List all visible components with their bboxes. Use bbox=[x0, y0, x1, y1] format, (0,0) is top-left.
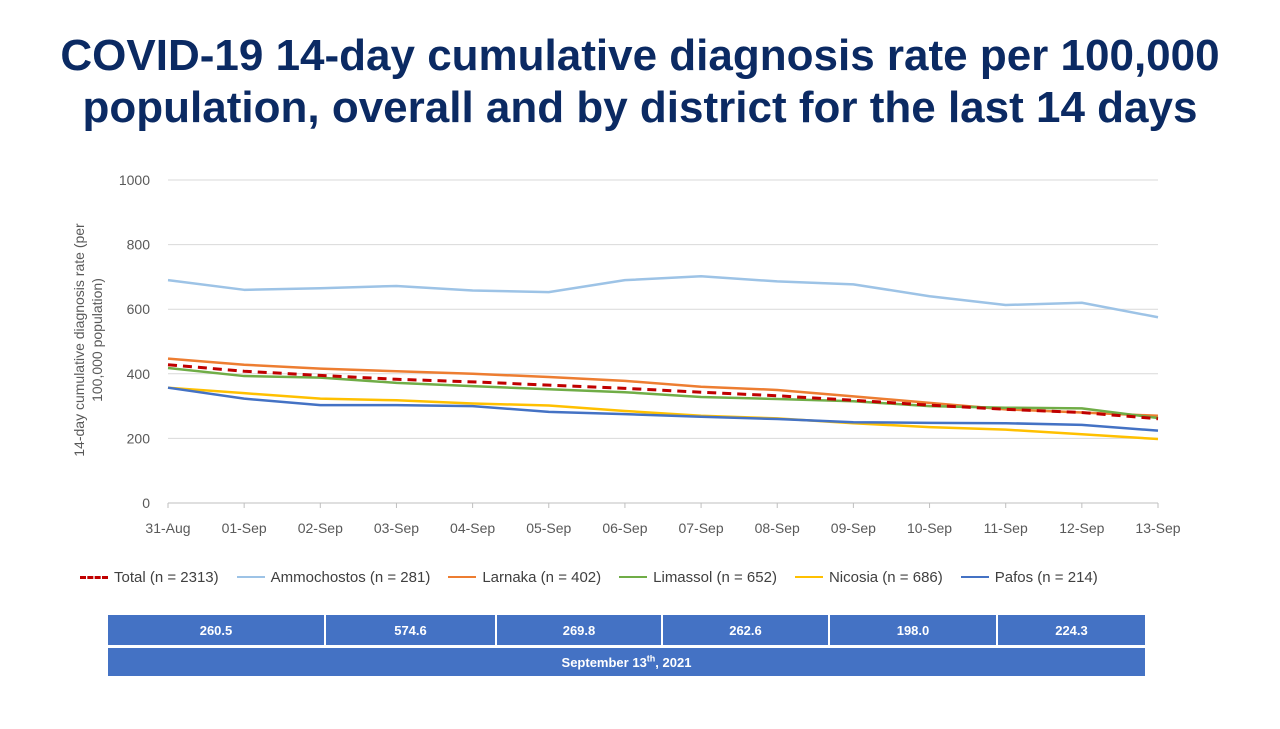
x-tick-label: 03-Sep bbox=[374, 520, 419, 536]
x-tick-label: 10-Sep bbox=[907, 520, 952, 536]
line-chart: 0 200 400 600 800 1000 31-Aug 01-Sep 02-Sep 03-Se… bbox=[71, 172, 1181, 536]
x-tick-label: 31-Aug bbox=[145, 520, 190, 536]
y-tick-label: 200 bbox=[127, 430, 151, 446]
series-line-pafos bbox=[167, 386, 1159, 432]
summary-values-row: 260.5 574.6 269.8 262.6 198.0 224.3 bbox=[108, 615, 1145, 645]
legend-item: Total (n = 2313) bbox=[80, 569, 219, 586]
legend-swatch bbox=[448, 576, 477, 578]
legend-item: Nicosia (n = 686) bbox=[794, 568, 943, 586]
summary-value-pafos: 224.3 bbox=[1055, 622, 1088, 638]
series-line-nicosia bbox=[167, 386, 1159, 441]
x-tick-label: 09-Sep bbox=[831, 520, 876, 536]
summary-value-nicosia: 198.0 bbox=[830, 615, 998, 645]
summary-value-ammochostos: 574.6 bbox=[326, 615, 497, 645]
title-line-2: population, overall and by district for … bbox=[82, 83, 1198, 132]
y-tick-label: 800 bbox=[127, 237, 151, 253]
y-tick-label: 0 bbox=[142, 495, 150, 511]
legend-label: Nicosia (n = 686) bbox=[828, 568, 943, 586]
y-tick-label: 1000 bbox=[119, 172, 150, 188]
y-tick-label: 400 bbox=[127, 366, 151, 382]
x-tick-label: 12-Sep bbox=[1059, 520, 1104, 536]
x-tick-label: 08-Sep bbox=[755, 520, 800, 536]
legend-label: Pafos (n = 214) bbox=[994, 568, 1098, 586]
legend-label: Ammochostos (n = 281) bbox=[270, 568, 431, 586]
x-tick-label: 05-Sep bbox=[526, 520, 571, 536]
series-line-total bbox=[167, 363, 1159, 421]
legend-swatch bbox=[794, 576, 823, 578]
x-tick-label: 01-Sep bbox=[222, 520, 267, 536]
y-axis-label-line-2: 100,000 population) bbox=[89, 278, 105, 402]
x-tick-label: 04-Sep bbox=[450, 520, 495, 536]
x-tick-label: 07-Sep bbox=[678, 520, 723, 536]
legend-swatch bbox=[80, 575, 108, 579]
summary-date: September 13th, 2021 bbox=[561, 653, 692, 670]
legend-item: Larnaka (n = 402) bbox=[448, 569, 601, 586]
legend-item: Ammochostos (n = 281) bbox=[236, 568, 431, 586]
series-line-ammochostos bbox=[167, 275, 1159, 319]
y-axis-label-line-1: 14-day cumulative diagnosis rate (per bbox=[71, 223, 87, 457]
legend-swatch bbox=[619, 576, 648, 578]
summary-date-row: September 13th, 2021 bbox=[108, 648, 1145, 676]
y-tick-label: 600 bbox=[127, 301, 151, 317]
summary-value-larnaka: 269.8 bbox=[497, 615, 663, 645]
title-line-1: COVID-19 14-day cumulative diagnosis rat… bbox=[60, 31, 1220, 80]
legend-item: Limassol (n = 652) bbox=[619, 569, 777, 586]
x-tick-label: 06-Sep bbox=[602, 520, 647, 536]
legend-swatch bbox=[236, 576, 265, 578]
legend-swatch bbox=[960, 576, 989, 578]
x-tick-label: 13-Sep bbox=[1135, 520, 1180, 536]
summary-value-total: 260.5 bbox=[108, 615, 326, 645]
legend-label: Larnaka (n = 402) bbox=[482, 568, 602, 586]
chart-legend: Total (n = 2313) Ammochostos (n = 281) Lar… bbox=[80, 566, 1116, 588]
x-tick-label: 02-Sep bbox=[298, 520, 343, 536]
legend-label: Limassol (n = 652) bbox=[653, 568, 777, 586]
legend-label: Total (n = 2313) bbox=[114, 568, 219, 586]
page-title: COVID-19 14-day cumulative diagnosis rat… bbox=[0, 30, 1280, 134]
x-tick-label: 11-Sep bbox=[984, 520, 1028, 536]
legend-item: Pafos (n = 214) bbox=[960, 568, 1098, 586]
summary-value-limassol: 262.6 bbox=[663, 615, 830, 645]
